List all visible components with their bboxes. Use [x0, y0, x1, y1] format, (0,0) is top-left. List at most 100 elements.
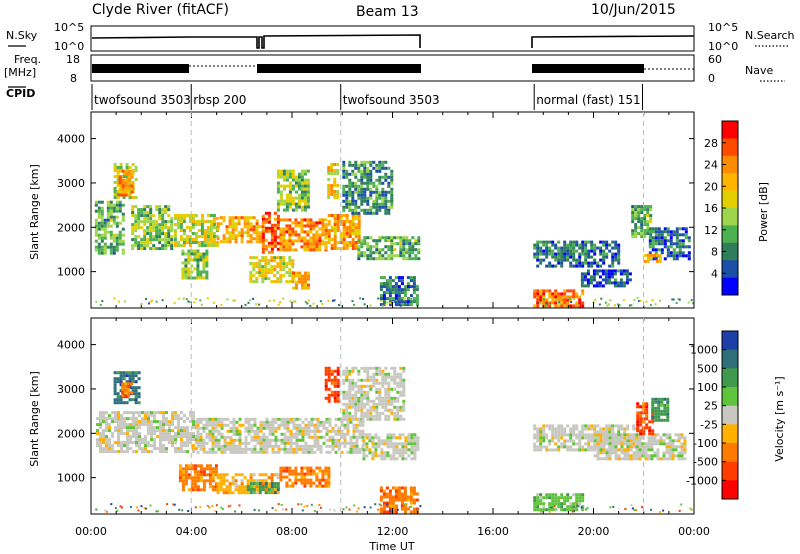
scatter-patch	[113, 371, 141, 405]
scatter-patch	[121, 382, 134, 398]
colorbar-tick-label: -1000	[686, 474, 718, 487]
y-tick-label: 3000	[57, 177, 85, 190]
y-tick-label: 2000	[57, 221, 85, 234]
scatter-patch	[173, 214, 219, 247]
scatter-patch	[279, 218, 328, 252]
x-tick-label: 20:00	[578, 525, 610, 538]
scatter-patch	[362, 433, 420, 461]
colorbar-tick-label: 20	[704, 180, 718, 193]
velocity-panel: 1000 2000 3000 4000 00:00 04:00 08:00 12:00 16:…	[28, 317, 710, 553]
colorbar-tick-label: 500	[697, 362, 718, 375]
velocity-ylabel: Slant Range [km]	[28, 371, 41, 467]
freq-unit: [MHz]	[4, 66, 36, 79]
freq-label: Freq.	[14, 53, 41, 66]
scatter-patch	[357, 236, 421, 261]
nsearch-tick-high: 10^5	[708, 21, 738, 34]
scatter-patch	[324, 366, 340, 403]
station-title: Clyde River (fitACF)	[92, 2, 229, 18]
velocity-colorbar: 1000 500 100 25 -25 -100 -500 -1000	[686, 330, 739, 500]
scatter-patch	[342, 160, 394, 215]
colorbar-tick-label: -500	[693, 456, 718, 469]
x-tick-label: 12:00	[377, 525, 409, 538]
colorbar-swatch	[722, 461, 738, 481]
colorbar-swatch	[722, 387, 738, 406]
nsky-strip: N.Sky 10^5 10^0 10^5 10^0 N.Search	[6, 21, 795, 53]
freq-tick-low: 8	[70, 72, 77, 85]
cpid-band-label: twofsound 3503	[343, 93, 440, 107]
colorbar-tick-label: -25	[700, 418, 718, 431]
scatter-patch	[246, 482, 280, 495]
x-tick-label: 00:00	[75, 525, 107, 538]
colorbar-swatch	[722, 331, 738, 350]
colorbar-tick-label: -100	[693, 437, 718, 450]
power-ylabel: Slant Range [km]	[28, 164, 41, 260]
y-tick-label: 4000	[57, 133, 85, 146]
colorbar-tick-label: 4	[711, 267, 718, 280]
scatter-patch	[643, 253, 662, 263]
scatter-patch	[94, 200, 125, 255]
scatter-patch	[96, 411, 198, 454]
colorbar-tick-label: 28	[704, 137, 718, 150]
scatter-patch	[651, 397, 670, 422]
colorbar-swatch	[722, 242, 738, 261]
colorbar-swatch	[722, 443, 738, 462]
freq-strip: Freq. [MHz] 18 8 60 0 Nave	[4, 53, 785, 85]
y-tick-label: 4000	[57, 339, 85, 352]
colorbar-swatch	[722, 260, 738, 278]
colorbar-swatch	[722, 480, 738, 500]
y-tick-label: 1000	[57, 266, 85, 279]
near-range-noise	[95, 297, 695, 307]
nsearch-label: N.Search	[745, 29, 795, 42]
colorbar-tick-label: 12	[704, 224, 718, 237]
scatter-patch	[324, 214, 361, 250]
scatter-patch	[131, 205, 174, 251]
scatter-patch	[196, 417, 365, 454]
colorbar-swatch	[722, 368, 738, 388]
scatter-patch	[648, 227, 691, 261]
scatter-patch	[276, 169, 310, 212]
nave-label: Nave	[745, 64, 773, 77]
y-tick-label: 3000	[57, 383, 85, 396]
scatter-patch	[292, 271, 310, 290]
power-colorbar-label: Power [dB]	[757, 182, 770, 242]
y-tick-label: 2000	[57, 427, 85, 440]
nsky-label: N.Sky	[6, 29, 38, 42]
nave-tick-low: 0	[708, 72, 715, 85]
cpid-boundaries	[190, 112, 644, 514]
colorbar-tick-label: 24	[704, 159, 718, 172]
x-tick-label: 08:00	[276, 525, 308, 538]
near-range-noise	[95, 503, 693, 513]
colorbar-swatch	[722, 225, 738, 244]
scatter-patch	[261, 211, 280, 254]
x-tick-label: 04:00	[176, 525, 208, 538]
colorbar-swatch	[722, 208, 738, 226]
beam-title: Beam 13	[356, 4, 419, 20]
nsearch-tick-low: 10^0	[708, 40, 738, 53]
y-tick-label: 1000	[57, 472, 85, 485]
nsky-tick-low: 10^0	[54, 40, 84, 53]
date-title: 10/Jun/2015	[591, 2, 676, 18]
nsky-tick-high: 10^5	[54, 21, 84, 34]
colorbar-tick-label: 8	[711, 246, 718, 259]
cpid-label: CPID	[6, 87, 35, 100]
scatter-patch	[181, 249, 209, 280]
colorbar-tick-label: 100	[697, 381, 718, 394]
cpid-band-label: normal (fast) 151	[536, 93, 640, 107]
scatter-patch	[580, 269, 632, 288]
scatter-patch	[631, 205, 653, 239]
scatter-patch	[327, 163, 340, 199]
colorbar-swatch	[722, 349, 738, 369]
freq-tick-high: 18	[66, 53, 80, 66]
scatter-patch	[178, 464, 218, 492]
colorbar-swatch	[722, 190, 738, 209]
colorbar-tick-label: 16	[704, 202, 718, 215]
x-tick-label: 00:00	[678, 525, 710, 538]
scatter-patch	[342, 366, 406, 421]
nave-tick-high: 60	[708, 53, 722, 66]
x-tick-label: 16:00	[477, 525, 509, 538]
cpid-row: CPID twofsound 3503 rbsp 200 twofsound 350…	[6, 84, 643, 110]
power-panel: 1000 2000 3000 4000 Slant Range [km]	[28, 111, 695, 309]
colorbar-swatch	[722, 138, 738, 157]
scatter-patch	[593, 433, 687, 461]
